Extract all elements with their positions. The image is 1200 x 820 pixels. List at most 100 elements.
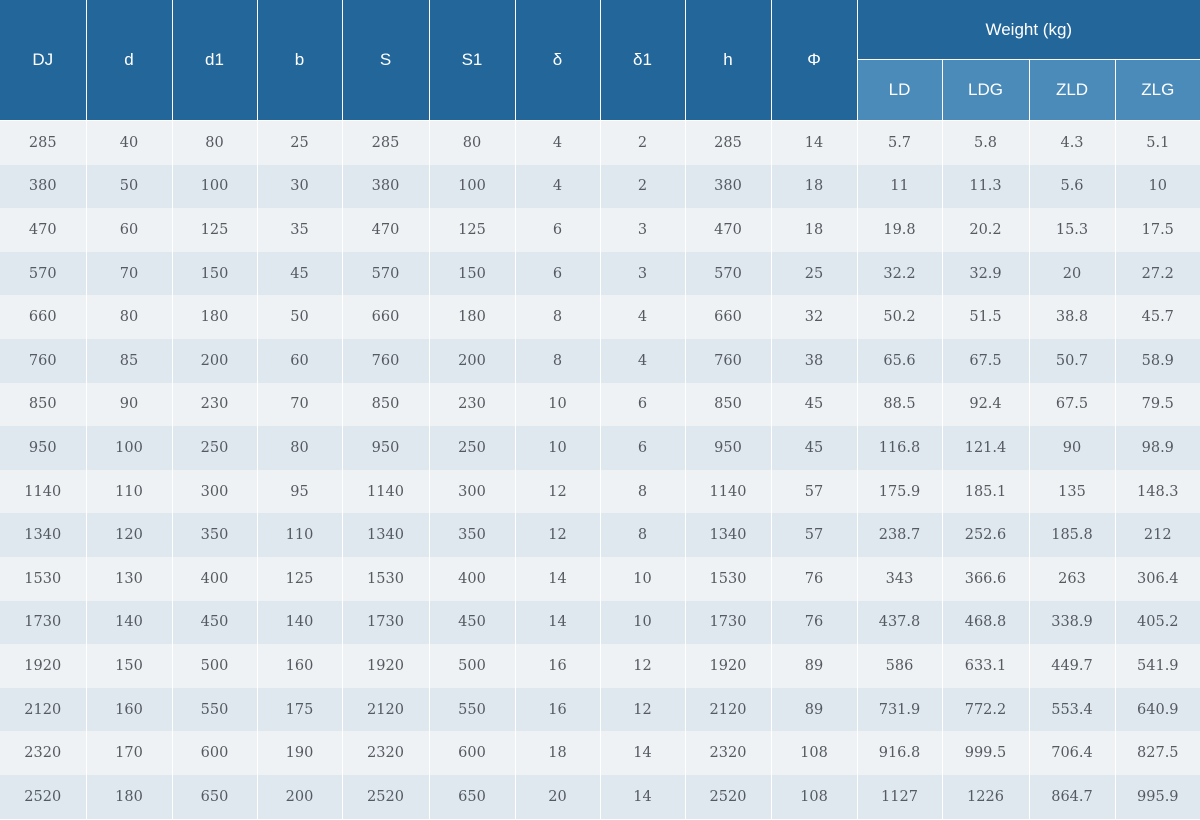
header-dj: DJ	[0, 0, 87, 121]
table-row: 2320 170 600 190 2320 600 18 14 2320 108 916.8 999.…	[0, 731, 1200, 775]
header-zld: ZLD	[1029, 59, 1116, 121]
table-cell: 586	[857, 644, 943, 688]
table-cell: 660	[0, 295, 87, 339]
table-cell: 350	[172, 513, 258, 557]
table-cell: 2520	[685, 774, 772, 819]
table-cell: 1530	[685, 556, 772, 601]
table-cell: 14	[515, 600, 601, 645]
table-cell: 125	[429, 208, 516, 252]
table-cell: 10	[600, 556, 686, 601]
table-cell: 570	[342, 251, 430, 296]
table-cell: 250	[429, 426, 516, 470]
table-cell: 570	[0, 251, 87, 296]
table-cell: 4	[600, 338, 686, 383]
table-cell: 200	[429, 338, 516, 383]
table-cell: 11.3	[942, 164, 1030, 209]
table-cell: 185.8	[1029, 513, 1116, 557]
table-cell: 120	[86, 513, 173, 557]
table-cell: 40	[86, 120, 173, 165]
table-cell: 185.1	[942, 469, 1030, 514]
table-cell: 12	[600, 687, 686, 732]
table-cell: 950	[685, 426, 772, 470]
table-cell: 80	[86, 295, 173, 339]
table-cell: 70	[257, 382, 343, 427]
table-cell: 116.8	[857, 426, 943, 470]
table-cell: 1127	[857, 774, 943, 819]
table-cell: 90	[1029, 426, 1116, 470]
table-cell: 950	[0, 426, 87, 470]
table-cell: 200	[257, 774, 343, 819]
table-cell: 135	[1029, 469, 1116, 514]
table-cell: 553.4	[1029, 687, 1116, 732]
table-cell: 1920	[342, 644, 430, 688]
header-h: h	[685, 0, 772, 121]
table-cell: 10	[515, 382, 601, 427]
table-cell: 338.9	[1029, 600, 1116, 645]
table-cell: 180	[86, 774, 173, 819]
table-cell: 32.9	[942, 251, 1030, 296]
table-cell: 3	[600, 208, 686, 252]
table-cell: 51.5	[942, 295, 1030, 339]
table-cell: 8	[600, 469, 686, 514]
table-cell: 3	[600, 251, 686, 296]
table-cell: 760	[342, 338, 430, 383]
table-cell: 92.4	[942, 382, 1030, 427]
table-cell: 88.5	[857, 382, 943, 427]
table-cell: 70	[86, 251, 173, 296]
table-row: 1140 110 300 95 1140 300 12 8 1140 57 175.9 185.1 13…	[0, 469, 1200, 514]
table-cell: 80	[257, 426, 343, 470]
table-cell: 90	[86, 382, 173, 427]
table-row: 760 85 200 60 760 200 8 4 760 38 65.6 67.5 50.7 58.9	[0, 338, 1200, 383]
table-row: 1730 140 450 140 1730 450 14 10 1730 76 437.8 468.8…	[0, 600, 1200, 645]
header-s1: S1	[429, 0, 516, 121]
table-cell: 1140	[342, 469, 430, 514]
header-d: d	[86, 0, 173, 121]
table-cell: 437.8	[857, 600, 943, 645]
header-zlg: ZLG	[1115, 59, 1200, 121]
table-cell: 125	[172, 208, 258, 252]
table-cell: 2520	[342, 774, 430, 819]
table-cell: 252.6	[942, 513, 1030, 557]
table-cell: 100	[429, 164, 516, 209]
table-cell: 8	[600, 513, 686, 557]
table-cell: 150	[429, 251, 516, 296]
table-cell: 2320	[685, 731, 772, 775]
table-row: 1530 130 400 125 1530 400 14 10 1530 76 343 366.6 26…	[0, 556, 1200, 601]
table-cell: 45.7	[1115, 295, 1200, 339]
table-cell: 2	[600, 164, 686, 209]
table-cell: 1140	[0, 469, 87, 514]
header-delta: δ	[515, 0, 601, 121]
table-cell: 2520	[0, 774, 87, 819]
table-row: 380 50 100 30 380 100 4 2 380 18 11 11.3 5.6 10	[0, 164, 1200, 209]
table-cell: 98.9	[1115, 426, 1200, 470]
table-cell: 10	[600, 600, 686, 645]
table-cell: 380	[685, 164, 772, 209]
table-row: 285 40 80 25 285 80 4 2 285 14 5.7 5.8 4.3 5.1	[0, 120, 1200, 165]
table-cell: 660	[342, 295, 430, 339]
table-cell: 1730	[685, 600, 772, 645]
table-cell: 2320	[0, 731, 87, 775]
table-cell: 18	[771, 164, 858, 209]
table-cell: 6	[515, 208, 601, 252]
table-cell: 995.9	[1115, 774, 1200, 819]
table-cell: 1340	[685, 513, 772, 557]
table-cell: 4	[600, 295, 686, 339]
table-row: 1340 120 350 110 1340 350 12 8 1340 57 238.7 252.6 1…	[0, 513, 1200, 557]
table-cell: 190	[257, 731, 343, 775]
table-cell: 640.9	[1115, 687, 1200, 732]
table-cell: 10	[515, 426, 601, 470]
table-cell: 450	[429, 600, 516, 645]
table-cell: 1530	[0, 556, 87, 601]
table-cell: 95	[257, 469, 343, 514]
header-weight-group: Weight (kg)	[857, 0, 1200, 60]
table-cell: 50	[257, 295, 343, 339]
table-cell: 67.5	[942, 338, 1030, 383]
table-cell: 14	[600, 774, 686, 819]
table-cell: 140	[257, 600, 343, 645]
table-cell: 160	[86, 687, 173, 732]
table-cell: 80	[172, 120, 258, 165]
table-cell: 12	[600, 644, 686, 688]
table-row: 2120 160 550 175 2120 550 16 12 2120 89 731.9 772.2…	[0, 687, 1200, 732]
table-cell: 45	[257, 251, 343, 296]
